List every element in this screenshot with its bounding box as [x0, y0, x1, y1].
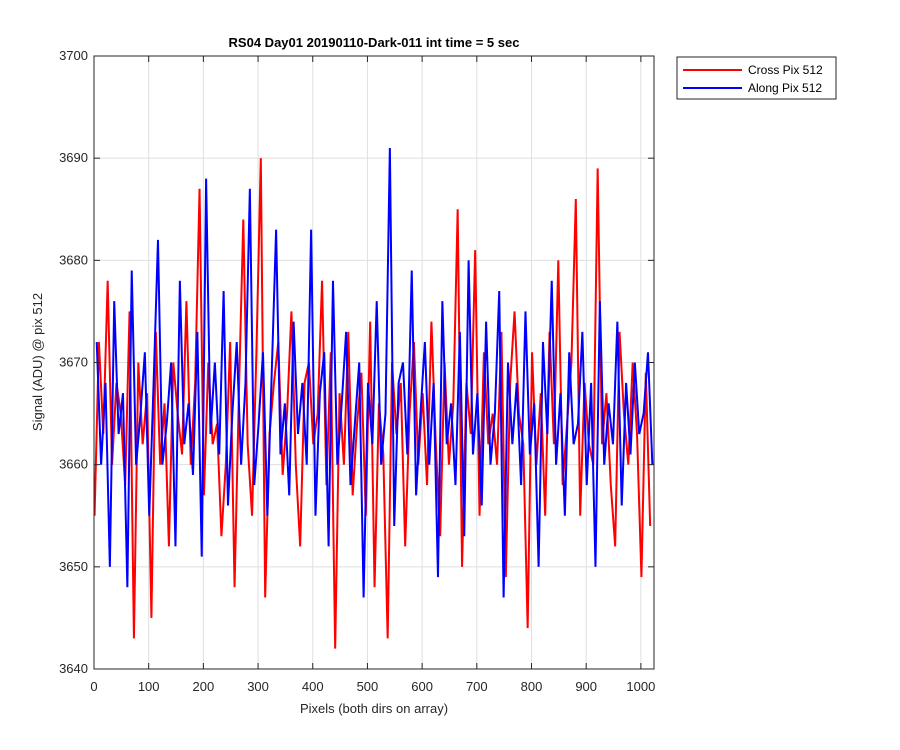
x-tick-label: 900 — [575, 679, 597, 694]
x-tick-label: 400 — [302, 679, 324, 694]
legend[interactable]: Cross Pix 512 Along Pix 512 — [676, 56, 837, 100]
legend-label-along: Along Pix 512 — [748, 81, 822, 95]
legend-label-cross: Cross Pix 512 — [748, 63, 823, 77]
y-tick-label: 3680 — [59, 252, 88, 267]
y-tick-label: 3640 — [59, 661, 88, 676]
x-axis-title: Pixels (both dirs on array) — [300, 701, 448, 716]
x-tick-label: 800 — [521, 679, 543, 694]
x-tick-label: 1000 — [626, 679, 655, 694]
x-tick-label: 600 — [411, 679, 433, 694]
x-tick-label: 300 — [247, 679, 269, 694]
legend-box — [676, 56, 837, 100]
x-tick-label: 500 — [357, 679, 379, 694]
y-tick-label: 3690 — [59, 150, 88, 165]
y-tick-label: 3660 — [59, 457, 88, 472]
y-tick-label: 3700 — [59, 48, 88, 63]
series-layer — [93, 147, 654, 649]
chart-title: RS04 Day01 20190110-Dark-011 int time = … — [229, 35, 520, 50]
x-tick-label: 0 — [90, 679, 97, 694]
x-tick-label: 200 — [193, 679, 215, 694]
ticks: 0 100 200 300 400 500 600 700 800 900 1000 3640 3650… — [59, 48, 655, 694]
x-tick-label: 700 — [466, 679, 488, 694]
series-line-along-pix — [95, 147, 654, 598]
y-tick-label: 3650 — [59, 559, 88, 574]
x-tick-label: 100 — [138, 679, 160, 694]
y-tick-label: 3670 — [59, 355, 88, 370]
series-line-cross-pix — [93, 158, 652, 649]
y-axis-title: Signal (ADU) @ pix 512 — [30, 293, 45, 431]
